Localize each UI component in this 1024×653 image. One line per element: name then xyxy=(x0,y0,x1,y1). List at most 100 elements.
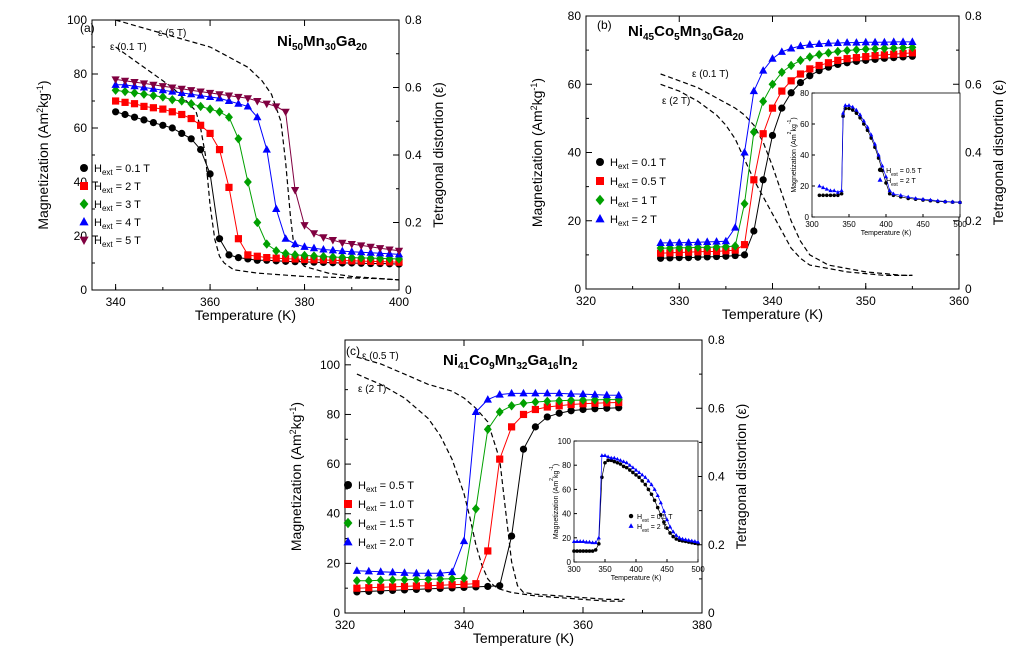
data-point xyxy=(262,100,271,109)
data-point xyxy=(759,176,767,184)
x-tick-label: 380 xyxy=(692,618,712,632)
data-point xyxy=(130,113,139,121)
data-point xyxy=(472,580,480,588)
data-point xyxy=(578,389,588,398)
curve-annotation: ε (2 T) xyxy=(662,96,690,107)
data-point xyxy=(206,170,214,178)
data-point xyxy=(205,89,215,98)
legend-marker xyxy=(79,236,89,245)
curve-annotation: ε (5 T) xyxy=(158,28,186,39)
y2-axis-label: Tetragonal distortion (ε) xyxy=(990,80,1006,226)
series-line xyxy=(115,84,400,255)
inset-data-point xyxy=(841,110,846,115)
data-point xyxy=(684,254,693,262)
data-point xyxy=(880,37,889,46)
data-point xyxy=(656,238,665,246)
inset-x-tick-label: 300 xyxy=(567,565,581,574)
data-point xyxy=(130,79,139,87)
x-tick-label: 350 xyxy=(856,294,876,308)
data-point xyxy=(460,573,468,583)
data-point xyxy=(590,390,600,398)
inset-data-point xyxy=(828,193,833,198)
inset-data-point xyxy=(872,141,877,146)
data-point xyxy=(225,183,233,191)
inset-data-point xyxy=(817,183,822,188)
y2-tick-label: 0.4 xyxy=(405,148,422,162)
data-point xyxy=(768,131,777,140)
data-point xyxy=(768,54,777,62)
x-axis-label: Temperature (K) xyxy=(473,630,574,646)
data-point xyxy=(338,239,347,248)
inset-data-point xyxy=(839,188,844,193)
data-point xyxy=(243,101,253,110)
data-point xyxy=(483,424,492,435)
legend-label: Hext = 2 T xyxy=(610,214,657,228)
y-tick-label: 40 xyxy=(327,507,341,521)
data-point xyxy=(815,49,824,60)
data-point xyxy=(309,230,319,238)
y-axis-label: Magnetization (Am2kg-1) xyxy=(787,117,798,192)
legend-label: Hext = 3 T xyxy=(94,199,141,213)
inset-data-point xyxy=(646,478,651,483)
data-point xyxy=(495,407,504,417)
legend-label: Hext = 0.5 T xyxy=(886,168,922,178)
data-point xyxy=(225,112,233,122)
legend-label: Hext = 0.5 T xyxy=(610,176,666,190)
data-point xyxy=(740,199,749,209)
inset-data-point xyxy=(662,520,666,524)
data-point xyxy=(281,108,290,117)
data-point xyxy=(224,96,234,105)
y2-tick-label: 0.8 xyxy=(708,333,725,347)
data-point xyxy=(814,39,824,48)
data-point xyxy=(519,445,528,453)
legend-label: Hext = 0.1 T xyxy=(610,157,666,171)
y-axis-label: Magnetization (Am2kg-1) xyxy=(529,78,545,227)
data-point xyxy=(889,37,898,45)
x-tick-label: 360 xyxy=(949,294,969,308)
data-point xyxy=(206,129,214,137)
data-point xyxy=(787,89,795,97)
data-point xyxy=(508,532,516,540)
x-tick-label: 320 xyxy=(576,294,596,308)
data-point xyxy=(253,97,262,106)
legend-label: Hext = 1.5 T xyxy=(358,518,414,532)
data-point xyxy=(862,53,870,61)
inset-data-point xyxy=(612,459,617,464)
data-point xyxy=(389,583,397,591)
data-point xyxy=(282,255,290,263)
inset-y-tick-label: 0 xyxy=(805,213,810,222)
data-point xyxy=(121,86,130,97)
data-point xyxy=(364,566,373,575)
inset-data-point xyxy=(584,549,589,553)
inset-data-point xyxy=(839,191,844,196)
data-point xyxy=(590,395,599,405)
data-point xyxy=(424,568,433,577)
inset-data-point xyxy=(824,186,829,191)
data-point xyxy=(675,248,683,257)
inset-data-point xyxy=(618,462,623,466)
inset-y-tick-label: 20 xyxy=(800,182,809,191)
legend-marker xyxy=(343,537,353,546)
inset-data-point xyxy=(854,111,859,115)
data-point xyxy=(376,567,385,575)
data-point xyxy=(833,38,842,47)
inset-data-point xyxy=(674,533,679,537)
inset-data-point xyxy=(913,196,918,200)
data-point xyxy=(684,238,693,246)
data-point xyxy=(787,43,796,52)
data-point xyxy=(843,55,851,63)
data-point xyxy=(328,245,338,254)
y-tick-label: 80 xyxy=(74,67,88,81)
x-tick-label: 360 xyxy=(573,618,593,632)
data-point xyxy=(496,455,504,463)
x-tick-label: 360 xyxy=(200,295,220,309)
data-point xyxy=(657,249,665,257)
inset-data-point xyxy=(628,468,632,472)
data-point xyxy=(385,246,394,254)
data-point xyxy=(400,582,409,591)
data-point xyxy=(388,575,397,585)
curve-annotation: ε (2 T) xyxy=(358,384,386,395)
data-point xyxy=(566,389,576,397)
y2-tick-label: 0.2 xyxy=(965,214,982,228)
data-point xyxy=(244,251,252,259)
